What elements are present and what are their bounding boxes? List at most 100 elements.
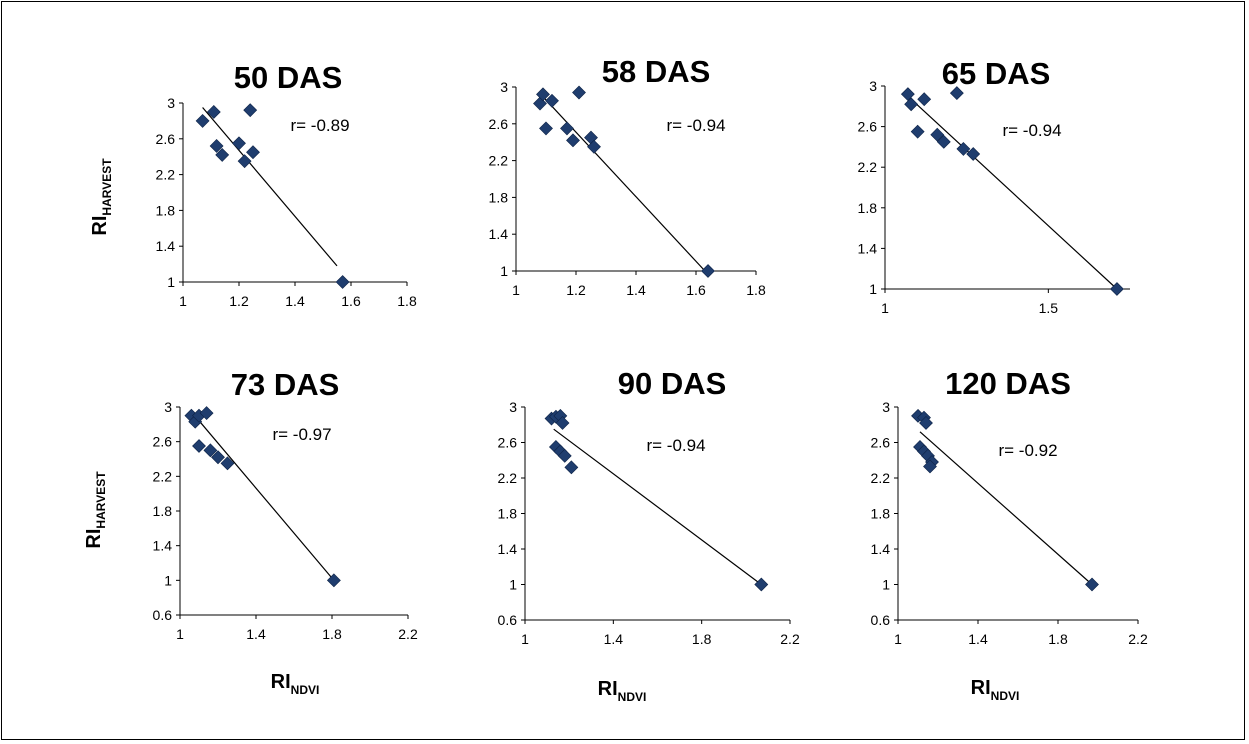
x-tick-label: 1.8 [692,631,712,647]
x-axis-label: RINDVI [598,678,647,704]
x-tick-label: 1 [512,282,520,298]
data-point [192,439,206,453]
correlation-label: r= -0.92 [998,441,1057,460]
y-tick-label: 3 [882,399,890,415]
correlation-label: r= -0.89 [290,116,349,135]
x-axis-label: RINDVI [271,671,320,697]
chart-title: 65 DAS [942,56,1051,91]
y-tick-label: 1 [509,577,517,593]
data-point [335,275,350,289]
data-point [536,87,550,102]
y-tick-label: 1.8 [156,202,176,218]
y-tick-label: 1.4 [498,541,518,557]
trendline [192,413,335,581]
correlation-label: r= -0.97 [272,425,331,444]
y-tick-label: 1.8 [871,506,891,522]
data-point [206,105,221,119]
trendline [553,428,762,585]
y-tick-label: 2.6 [489,116,509,132]
data-point [220,456,235,471]
y-axis-label-main: RI [83,529,105,549]
y-tick-label: 0.6 [871,612,891,628]
data-point [211,450,225,465]
x-tick-label: 1.8 [322,626,342,642]
y-tick-label: 1.4 [156,238,176,254]
data-point [326,573,341,588]
data-point [560,121,574,136]
data-point [587,139,601,154]
y-tick-label: 2.2 [489,153,509,169]
y-tick-label: 2.2 [153,468,173,484]
y-tick-label: 2.6 [858,119,878,135]
x-axis-label-sub: NDVI [991,689,1020,703]
x-tick-label: 1 [521,631,529,647]
data-point [237,154,252,169]
data-point [701,264,715,278]
y-tick-label: 3 [509,399,517,415]
correlation-label: r= -0.94 [666,116,725,135]
y-tick-label: 1 [882,577,890,593]
y-tick-label: 1 [164,572,172,588]
y-tick-label: 1.4 [871,541,891,557]
chart-panel: 1 1.4 1.8 2.2 2.6 3 1 1.2 1.4 1.6 1.8 50 DAS r= -0.8… [156,60,417,309]
y-tick-label: 1.8 [489,189,509,205]
data-point [1110,282,1124,296]
chart-title: 73 DAS [231,367,340,402]
y-tick-label: 2.6 [871,435,891,451]
x-axis-label-main: RI [971,677,991,699]
data-point [557,448,572,463]
y-axis-label-sub: HARVEST [100,158,114,216]
y-axis-label-main: RI [89,216,111,236]
y-tick-label: 3 [167,95,175,111]
x-tick-label: 2.2 [398,626,418,642]
x-tick-label: 1.4 [285,293,305,309]
x-tick-label: 1 [176,626,184,642]
y-tick-label: 1 [869,281,877,297]
y-tick-label: 1 [167,274,175,290]
y-tick-label: 1.4 [153,538,173,554]
x-axis-label-sub: NDVI [291,683,320,697]
x-tick-label: 1.4 [246,626,266,642]
data-point [566,133,580,148]
data-point [203,443,218,458]
data-point [910,124,925,139]
chart-panel: 1 1.4 1.8 2.2 2.6 3 1 1.5 65 DAS r= -0.94 [858,56,1130,316]
data-point [209,139,224,153]
trendline [202,107,338,267]
y-tick-label: 2.2 [858,159,878,175]
trendline [919,431,1093,585]
data-point [555,416,570,430]
data-point [1085,577,1099,592]
y-tick-label: 3 [500,79,508,95]
x-tick-label: 1.5 [1039,300,1059,316]
x-axis-label-main: RI [598,678,618,700]
x-tick-label: 1.8 [746,282,766,298]
trendline [907,95,1118,290]
y-tick-label: 2.2 [498,470,518,486]
y-tick-label: 3 [164,399,172,415]
data-point [243,103,258,118]
y-tick-label: 2.2 [156,167,176,183]
data-point [564,460,579,475]
y-axis-label-sub: HARVEST [94,471,108,529]
data-point [930,127,945,142]
data-point [936,134,951,149]
data-point [545,93,559,108]
y-tick-label: 0.6 [153,607,173,623]
x-tick-label: 1 [179,293,187,309]
x-tick-label: 1 [894,631,902,647]
data-point [904,97,919,112]
data-point [232,136,246,151]
y-axis-label: RIHARVEST [83,471,108,549]
data-point [949,86,964,101]
y-tick-label: 2.6 [156,131,176,147]
y-tick-label: 1 [500,263,508,279]
x-tick-label: 1.2 [229,293,249,309]
y-tick-label: 2.6 [498,435,518,451]
x-tick-label: 1.6 [686,282,706,298]
